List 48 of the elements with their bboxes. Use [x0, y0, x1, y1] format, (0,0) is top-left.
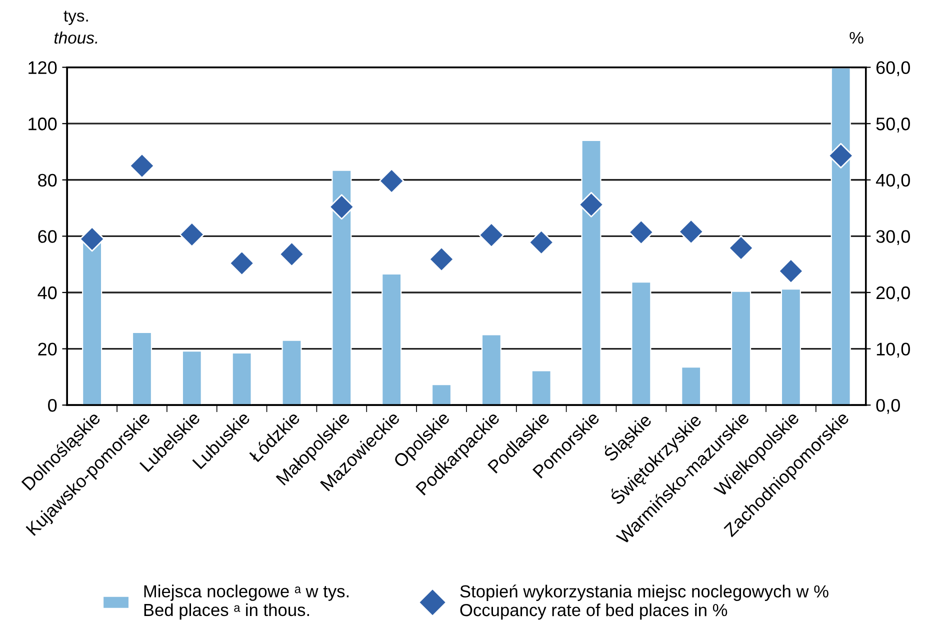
bar — [382, 273, 402, 406]
point — [179, 222, 205, 248]
y-tick-label: 0 — [48, 399, 57, 412]
point — [328, 194, 354, 220]
point — [778, 258, 804, 284]
y2-tick-label: 30,0 — [876, 230, 910, 246]
point — [79, 226, 105, 252]
bar — [581, 140, 602, 406]
point — [578, 192, 604, 218]
y-axis-title: tys. thous. — [54, 10, 98, 44]
y2-tick-label: 40,0 — [876, 174, 910, 189]
bar — [681, 366, 702, 406]
y-tick-label: 80 — [38, 174, 57, 187]
legend-label: Miejsca noclegowe ᵃ w tys. Bed places ᵃ in thous. — [144, 584, 349, 620]
bar — [481, 334, 502, 406]
bar — [332, 170, 352, 406]
bar — [531, 370, 552, 406]
y2-tick-label: 10,0 — [876, 342, 910, 358]
y-tick-label: 120 — [28, 61, 57, 74]
y2-tick-label: 60,0 — [876, 61, 910, 76]
bar — [282, 340, 302, 406]
y-tick-label: 100 — [28, 118, 57, 130]
bar — [780, 288, 801, 406]
point — [478, 222, 504, 248]
bar — [730, 290, 752, 406]
y2-tick-label: 0,0 — [876, 399, 900, 414]
point — [428, 246, 454, 272]
point — [528, 230, 554, 256]
y2-axis-title: % — [850, 32, 864, 44]
point — [378, 168, 404, 194]
legend-label: Stopień wykorzystania miejsc noclegowych w % Occupancy rate of bed places in % — [460, 584, 828, 620]
bar — [132, 332, 152, 406]
point — [828, 142, 854, 168]
bar — [431, 384, 452, 406]
y-tick-label: 20 — [38, 342, 57, 356]
point — [628, 220, 654, 245]
bar — [182, 350, 202, 406]
bar — [232, 352, 252, 406]
point — [129, 153, 155, 179]
bar — [631, 282, 652, 406]
point — [728, 235, 754, 261]
y-tick-label: 60 — [38, 230, 57, 243]
bar — [830, 67, 851, 406]
y2-tick-label: 20,0 — [876, 286, 910, 302]
point — [678, 218, 704, 244]
y2-tick-label: 50,0 — [876, 118, 910, 132]
y-tick-label: 40 — [38, 286, 57, 300]
point — [279, 241, 304, 267]
